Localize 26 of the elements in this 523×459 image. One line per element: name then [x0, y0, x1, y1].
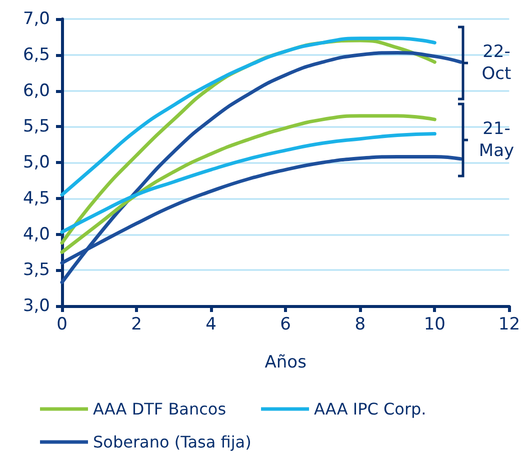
line-series	[60, 36, 436, 197]
legend-label: Soberano (Tasa fija)	[93, 432, 252, 452]
annotation: 21-May	[478, 118, 516, 162]
y-tick-label: 4,5	[22, 188, 50, 208]
y-tick-label: 6,0	[22, 80, 50, 101]
x-axis-title: Años	[264, 352, 307, 372]
x-tick-label: 6	[280, 314, 292, 334]
annotation: 22-Oct	[480, 41, 512, 85]
line-series	[60, 132, 436, 234]
y-tick-label: 3,0	[22, 296, 50, 316]
x-tick-label: 8	[354, 314, 366, 334]
legend-label: AAA DTF Bancos	[93, 400, 226, 418]
x-tick-label: 2	[131, 314, 142, 334]
legend-label: AAA IPC Corp.	[314, 400, 426, 418]
x-tick-label: 12	[498, 314, 520, 334]
x-tick-label: 4	[206, 314, 216, 334]
y-tick-label: 3,5	[22, 260, 50, 280]
y-tick-label: 5,0	[22, 152, 50, 172]
y-tick-label: 6,5	[22, 44, 50, 65]
y-tick-label: 5,5	[22, 116, 50, 137]
line-series	[60, 50, 462, 284]
y-tick-label: 7,0	[22, 9, 50, 29]
line-series	[60, 114, 436, 254]
y-tick-label: 4,0	[22, 224, 50, 244]
x-tick-label: 0	[56, 314, 68, 334]
x-tick-label: 10	[424, 314, 446, 334]
